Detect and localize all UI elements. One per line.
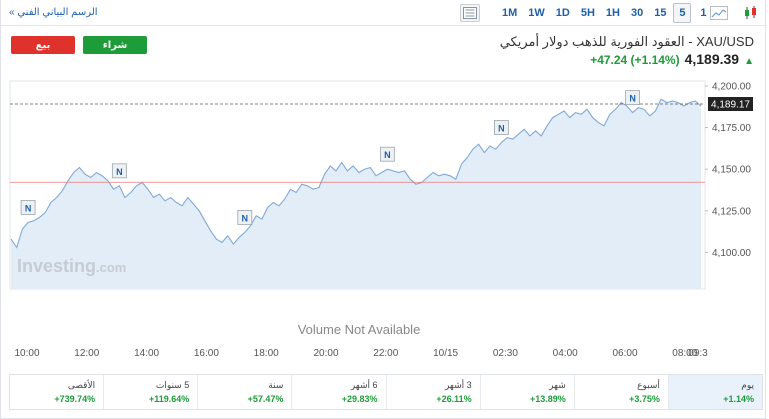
x-tick-label: 16:00 (194, 348, 219, 359)
performance-value: +26.11% (436, 394, 472, 404)
last-price: 4,189.39 (684, 51, 740, 67)
performance-tab[interactable]: 6 أشهر +29.83% (291, 375, 385, 409)
performance-value: +57.47% (247, 394, 284, 404)
x-tick-label: 09:3 (688, 348, 708, 359)
performance-period-label: 6 أشهر (350, 380, 378, 390)
performance-period-label: شهر (549, 380, 566, 390)
news-marker (625, 90, 640, 106)
performance-period-label: 5 سنوات (155, 380, 190, 390)
news-marker (20, 200, 36, 215)
timeframe-1d[interactable]: 1D (555, 7, 570, 19)
timeframe-30[interactable]: 30 (630, 7, 644, 19)
performance-tab[interactable]: شهر +13.89% (479, 375, 574, 409)
performance-value: +29.83% (341, 394, 378, 404)
timeframe-1[interactable]: 1 (700, 7, 707, 19)
x-tick-label: 06:00 (612, 348, 637, 359)
performance-value: +13.89% (529, 394, 566, 404)
news-marker (237, 210, 253, 225)
timeframe-1m[interactable]: 1M (502, 7, 518, 19)
timeframe-selector: 1M 1W 1D 5H 1H 30 15 5 1 (495, 3, 712, 23)
performance-value: +739.74% (54, 394, 96, 404)
instrument-title: XAU/USD - العقود الفورية للذهب دولار أمر… (499, 34, 754, 49)
x-tick-label: 20:00 (313, 348, 338, 359)
y-tick-label: 4,200.00 (712, 81, 751, 92)
timeframe-5h[interactable]: 5H (580, 7, 595, 19)
candlestick-icon[interactable] (741, 4, 761, 22)
news-marker-label: N (384, 150, 391, 160)
x-tick-label: 04:00 (553, 348, 578, 359)
timeframe-5[interactable]: 5 (673, 3, 692, 23)
performance-period-label: 3 أشهر (444, 380, 472, 390)
x-tick-label: 18:00 (254, 348, 279, 359)
y-tick-label: 4,100.00 (712, 248, 751, 259)
performance-period-label: الأقصى (67, 380, 96, 390)
performance-tabs: يوم +1.14% أسبوع +3.75% شهر +13.89% 3 أشهر +26.… (9, 374, 763, 410)
advanced-chart-link[interactable]: الرسم البياني الفني » (9, 7, 98, 18)
performance-tab[interactable]: الأقصى +739.74% (10, 375, 103, 409)
performance-period-label: أسبوع (637, 380, 660, 390)
last-price-label-box (708, 97, 753, 112)
up-arrow-icon: ▲ (744, 56, 754, 67)
x-tick-label: 02:30 (493, 348, 518, 359)
news-marker-label: N (116, 167, 123, 177)
x-tick-label: 10:00 (14, 348, 39, 359)
y-tick-label: 4,150.00 (712, 165, 751, 176)
price-line: +47.24 (+1.14%) 4,189.39 ▲ (590, 51, 754, 67)
performance-period-label: سنة (268, 380, 284, 390)
investing-watermark: Investing.com (17, 256, 126, 276)
performance-tab[interactable]: 5 سنوات +119.64% (103, 375, 197, 409)
timeframe-15[interactable]: 15 (654, 7, 667, 19)
performance-value: +1.14% (723, 394, 754, 404)
price-change: +47.24 (+1.14%) (590, 53, 680, 67)
news-marker-label: N (25, 203, 32, 213)
x-tick-label: 08:00 (672, 348, 697, 359)
x-tick-label: 14:00 (134, 348, 159, 359)
performance-tab[interactable]: 3 أشهر +26.11% (385, 375, 480, 409)
buy-button[interactable]: شراء (83, 36, 147, 54)
area-chart-icon[interactable] (709, 4, 729, 22)
news-marker-label: N (242, 213, 249, 223)
y-tick-label: 4,175.00 (712, 123, 751, 134)
performance-value: +119.64% (148, 394, 190, 404)
x-tick-label: 12:00 (74, 348, 99, 359)
timeframe-1h[interactable]: 1H (605, 7, 620, 19)
performance-tab[interactable]: سنة +57.47% (197, 375, 291, 409)
price-line-series (10, 98, 702, 249)
timeframe-1w[interactable]: 1W (528, 7, 545, 19)
y-tick-label: 4,125.00 (712, 206, 751, 217)
news-marker (379, 146, 395, 162)
sell-button[interactable]: بيع (11, 36, 75, 54)
price-area (11, 99, 701, 289)
news-marker-label: N (498, 124, 505, 134)
chart-toolbar: الرسم البياني الفني » 1M 1W 1D 5H 1H 30 15 5 1 (1, 0, 767, 26)
last-price-axis-label: 4,189.17 (711, 100, 750, 111)
performance-period-label: يوم (741, 380, 754, 390)
performance-value: +3.75% (629, 394, 660, 404)
news-marker (111, 163, 127, 179)
x-tick-label: 10/15 (433, 348, 458, 359)
news-marker (494, 120, 509, 135)
volume-not-available: Volume Not Available (298, 322, 421, 337)
price-chart[interactable]: 4,189.17 4,100.00 4,125.00 4,150.00 4,175.00… (1, 75, 767, 365)
chart-table-icon[interactable] (460, 4, 480, 22)
performance-tab[interactable]: يوم +1.14% (667, 375, 762, 409)
news-marker-label: N (629, 94, 636, 104)
performance-tab[interactable]: أسبوع +3.75% (573, 375, 668, 409)
x-tick-label: 22:00 (373, 348, 398, 359)
